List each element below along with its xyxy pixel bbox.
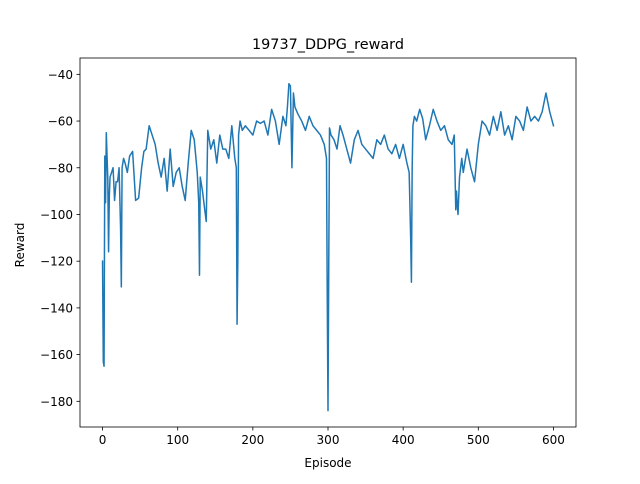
y-tick-label: −60 [48,115,73,129]
x-tick-label: 500 [467,433,490,447]
x-tick-label: 100 [166,433,189,447]
series-line-0 [101,82,555,412]
plot-area: 0 100 200 300 400 500 600 −180 −160 −140 −120 −100 −… [40,57,577,447]
x-tick-label: 300 [317,433,340,447]
chart-title: 19737_DDPG_reward [252,37,404,53]
y-tick-label: −180 [40,395,73,409]
x-tick-label: 200 [241,433,264,447]
x-tick-label: 600 [542,433,565,447]
y-tick-label: −140 [40,301,73,315]
x-axis-label: Episode [304,456,351,470]
x-tick-label: 400 [392,433,415,447]
y-tick-label: −40 [48,68,73,82]
y-tick-label: −80 [48,161,73,175]
y-axis-label: Reward [13,223,27,268]
x-tick-label: 0 [99,433,107,447]
y-tick-label: −160 [40,348,73,362]
y-tick-label: −120 [40,255,73,269]
y-tick-label: −100 [40,208,73,222]
